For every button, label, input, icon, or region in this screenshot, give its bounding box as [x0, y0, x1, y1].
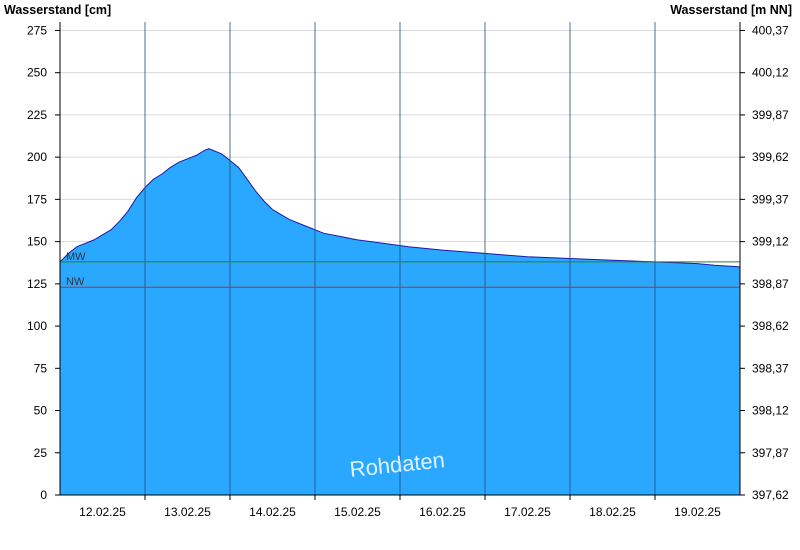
left-tick-label-7: 175 [27, 192, 47, 206]
left-tick-label-3: 75 [34, 361, 48, 375]
x-tick-label-2: 14.02.25 [249, 505, 296, 519]
left-tick-label-0: 0 [40, 488, 47, 502]
left-tick-label-9: 225 [27, 108, 47, 122]
right-tick-label-2: 398,12 [752, 404, 789, 418]
right-tick-label-4: 398,62 [752, 319, 789, 333]
right-tick-label-1: 397,87 [752, 446, 789, 460]
right-tick-label-3: 398,37 [752, 361, 789, 375]
x-tick-label-1: 13.02.25 [164, 505, 211, 519]
left-tick-label-1: 25 [34, 446, 48, 460]
right-tick-label-5: 398,87 [752, 277, 789, 291]
x-tick-label-6: 18.02.25 [589, 505, 636, 519]
vertical-gridlines [144, 22, 656, 495]
x-axis-ticks: 12.02.25 13.02.25 14.02.25 15.02.25 16.02.25… [79, 495, 721, 519]
x-tick-label-0: 12.02.25 [79, 505, 126, 519]
left-axis-ticks: 0 25 50 75 100 125 150 175 200 225 250 275 [27, 23, 60, 502]
left-tick-label-5: 125 [27, 277, 47, 291]
x-tick-label-7: 19.02.25 [674, 505, 721, 519]
left-tick-label-11: 275 [27, 23, 47, 37]
right-tick-label-11: 400,37 [752, 23, 789, 37]
x-tick-label-4: 16.02.25 [419, 505, 466, 519]
reference-lines: MW NW [60, 251, 740, 288]
left-tick-label-4: 100 [27, 319, 47, 333]
left-tick-label-8: 200 [27, 150, 47, 164]
left-axis-title: Wasserstand [cm] [4, 3, 111, 17]
right-tick-label-10: 400,12 [752, 66, 789, 80]
right-tick-label-0: 397,62 [752, 488, 789, 502]
right-tick-label-9: 399,87 [752, 108, 789, 122]
right-axis-title: Wasserstand [m NN] [670, 3, 792, 17]
reference-label-nw: NW [66, 276, 85, 288]
right-tick-label-7: 399,37 [752, 192, 789, 206]
left-tick-label-6: 150 [27, 235, 47, 249]
left-tick-label-2: 50 [34, 404, 48, 418]
x-tick-label-3: 15.02.25 [334, 505, 381, 519]
x-tick-label-5: 17.02.25 [504, 505, 551, 519]
right-axis-ticks: 397,62 397,87 398,12 398,37 398,62 398,87 399,… [740, 23, 789, 502]
right-tick-label-6: 399,12 [752, 235, 789, 249]
right-tick-label-8: 399,62 [752, 150, 789, 164]
left-tick-label-10: 250 [27, 66, 47, 80]
reference-label-mw: MW [66, 251, 86, 263]
